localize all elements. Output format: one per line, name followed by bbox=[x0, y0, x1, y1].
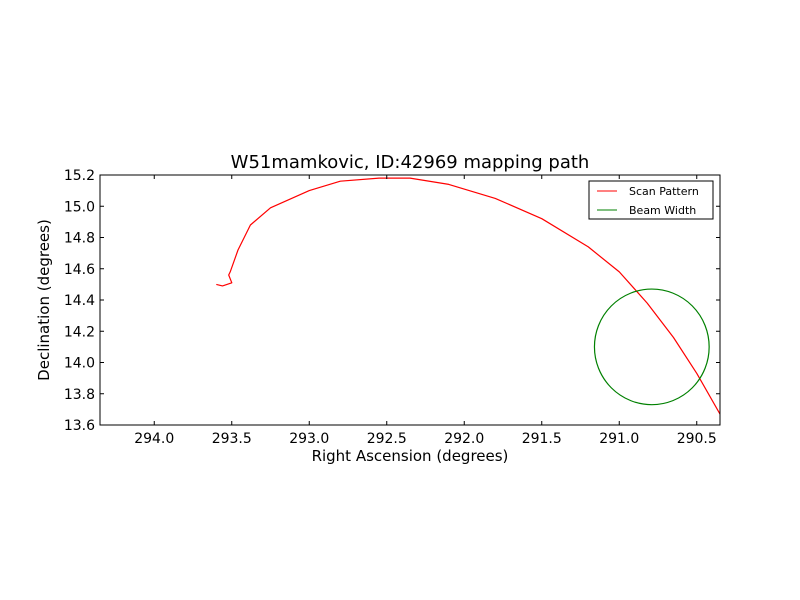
legend-label-beam-width: Beam Width bbox=[629, 204, 696, 217]
x-tick-label: 292.5 bbox=[367, 431, 407, 447]
series-scan-pattern bbox=[216, 177, 720, 415]
y-tick-label: 14.6 bbox=[64, 262, 95, 278]
x-axis-label: Right Ascension (degrees) bbox=[312, 447, 509, 465]
x-tick-label: 291.0 bbox=[599, 431, 639, 447]
y-tick-label: 14.8 bbox=[64, 231, 95, 247]
y-tick-label: 13.6 bbox=[64, 418, 95, 434]
legend: Scan Pattern Beam Width bbox=[588, 180, 714, 220]
x-tick-label: 290.5 bbox=[677, 431, 717, 447]
x-tick-label: 293.0 bbox=[289, 431, 329, 447]
data-layer bbox=[216, 177, 720, 415]
y-tick-label: 14.0 bbox=[64, 356, 95, 372]
x-tick-label: 291.5 bbox=[522, 431, 562, 447]
y-axis-label: Declination (degrees) bbox=[35, 219, 53, 381]
y-tick-label: 15.2 bbox=[64, 168, 95, 184]
series-beam-width bbox=[593, 288, 710, 406]
chart-title: W51mamkovic, ID:42969 mapping path bbox=[231, 152, 590, 173]
y-tick-label: 15.0 bbox=[64, 199, 95, 215]
x-tick-label: 292.0 bbox=[444, 431, 484, 447]
y-tick-label: 13.8 bbox=[64, 387, 95, 403]
x-axis: 294.0 293.5 293.0 292.5 292.0 291.5 291.0 290.5 bbox=[134, 175, 717, 447]
y-tick-label: 14.2 bbox=[64, 324, 95, 340]
x-tick-label: 294.0 bbox=[134, 431, 174, 447]
y-axis: 13.6 13.8 14.0 14.2 14.4 14.6 14.8 15.0 15.2 bbox=[64, 168, 720, 434]
legend-label-scan-pattern: Scan Pattern bbox=[629, 185, 699, 198]
x-tick-label: 293.5 bbox=[212, 431, 252, 447]
y-tick-label: 14.4 bbox=[64, 293, 95, 309]
legend-box bbox=[588, 180, 714, 220]
